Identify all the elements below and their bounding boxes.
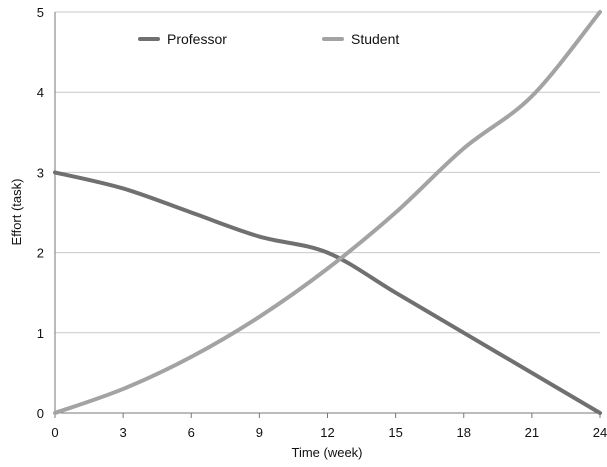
x-tick-label-18: 18 [457,425,471,440]
series-line-professor [53,170,602,415]
y-tick-label-3: 3 [37,165,44,180]
gridlines [55,11,600,334]
x-axis-title: Time (week) [291,445,362,460]
x-tick-label-3: 3 [120,425,127,440]
series-lines [53,10,602,415]
legend: Professor Student [138,31,399,47]
x-tick-label-6: 6 [188,425,195,440]
x-tick-label-12: 12 [320,425,334,440]
x-tick-label-21: 21 [525,425,539,440]
legend-label-professor: Professor [167,31,227,47]
y-tick-label-0: 0 [37,406,44,421]
x-tick-label-24: 24 [593,425,607,440]
y-axis-title: Effort (task) [9,179,24,246]
y-tick-label-5: 5 [37,5,44,20]
y-tick-label-1: 1 [37,326,44,341]
series-line-student [53,10,602,415]
x-tick-label-15: 15 [388,425,402,440]
y-tick-label-2: 2 [37,246,44,261]
legend-label-student: Student [351,31,399,47]
axes [54,12,600,414]
x-tick-label-0: 0 [51,425,58,440]
x-tick-label-9: 9 [256,425,263,440]
y-tick-label-4: 4 [37,85,44,100]
